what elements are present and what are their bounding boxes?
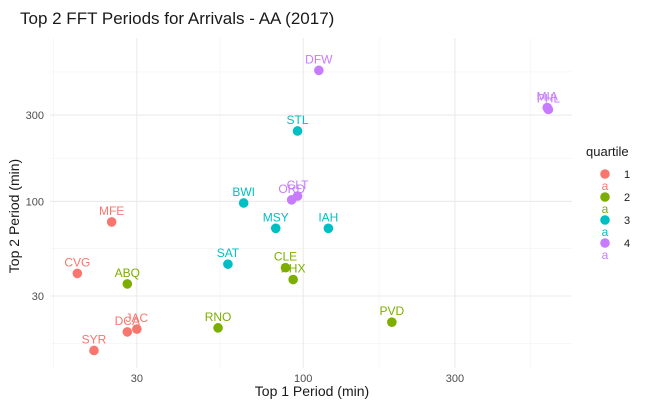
data-point-iah: [323, 223, 334, 234]
data-point-cle: [280, 262, 291, 273]
y-tick-label: 100: [26, 196, 44, 208]
legend-key-point: [600, 169, 610, 179]
x-tick-label: 300: [446, 373, 464, 385]
data-label-msy: MSY: [263, 210, 289, 224]
data-label-ord: ORD: [278, 182, 305, 196]
data-label-dca: DCA: [115, 314, 140, 328]
data-point-mfe: [106, 217, 117, 227]
legend-key-glyph: a: [602, 179, 609, 193]
x-tick-label: 30: [131, 373, 143, 385]
legend-label: 2: [624, 192, 630, 204]
data-point-dfw: [314, 65, 324, 76]
chart-title: Top 2 FFT Periods for Arrivals - AA (201…: [20, 9, 334, 28]
data-label-pvd: PVD: [380, 304, 405, 318]
legend-label: 3: [624, 215, 630, 227]
data-label-abq: ABQ: [115, 266, 140, 280]
data-points: [72, 65, 554, 356]
data-point-sat: [223, 259, 233, 269]
data-point-abq: [122, 279, 133, 289]
x-tick-label: 100: [294, 373, 312, 385]
data-point-stl: [292, 126, 303, 136]
data-label-sat: SAT: [217, 246, 240, 260]
legend-key-point: [600, 238, 610, 248]
data-label-stl: STL: [287, 113, 309, 127]
data-label-cvg: CVG: [64, 255, 90, 269]
data-point-cvg: [72, 268, 83, 279]
data-point-phx: [288, 274, 298, 285]
y-tick-label: 300: [26, 110, 44, 122]
x-axis-ticks: 30 100 300: [131, 373, 464, 385]
legend-key-point: [600, 215, 610, 225]
data-label-syr: SYR: [82, 332, 107, 346]
data-point-clt: [292, 191, 303, 201]
y-tick-label: 30: [32, 291, 44, 303]
data-label-rno: RNO: [205, 310, 232, 324]
y-axis-ticks: 30 100 300: [26, 110, 44, 303]
grid-major: [50, 38, 572, 368]
data-point-bwi: [238, 198, 249, 208]
data-point-dca: [122, 327, 133, 337]
data-point-msy: [270, 223, 281, 234]
legend-label: 1: [624, 169, 630, 181]
legend-key-glyph: a: [602, 202, 609, 216]
data-label-cle: CLE: [274, 250, 297, 264]
legend-key-glyph: a: [602, 248, 609, 262]
legend-key-glyph: a: [602, 225, 609, 239]
data-point-rno: [213, 323, 223, 333]
data-label-iah: IAH: [318, 210, 338, 224]
data-label-jac: JAC: [126, 311, 149, 325]
data-label-phx: PHX: [281, 262, 306, 276]
data-point-phl: [543, 104, 554, 115]
data-label-clt: CLT: [287, 178, 309, 192]
data-point-syr: [89, 345, 99, 356]
data-point-pvd: [387, 317, 397, 327]
data-label-mia: MIA: [537, 90, 558, 104]
y-axis-label: Top 2 Period (min): [6, 159, 22, 273]
legend: quartile a 1 a 2 a 3 a 4: [586, 144, 630, 262]
x-axis-label: Top 1 Period (min): [255, 383, 369, 399]
data-point-jac: [132, 324, 142, 334]
legend-key-point: [600, 192, 610, 202]
data-label-mfe: MFE: [99, 204, 124, 218]
data-label-bwi: BWI: [232, 185, 255, 199]
legend-label: 4: [624, 238, 630, 250]
legend-title: quartile: [586, 144, 629, 159]
data-label-dfw: DFW: [305, 52, 333, 66]
data-label-phl: PHL: [537, 92, 561, 106]
